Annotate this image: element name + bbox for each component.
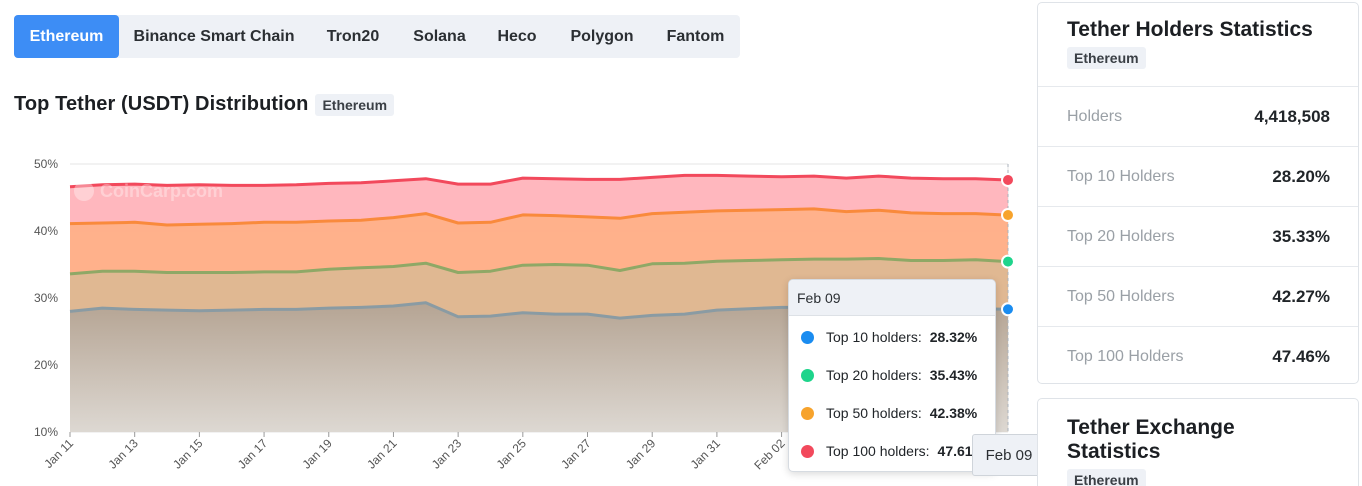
top50-dot-icon (801, 406, 814, 420)
x-tick-label: Jan 19 (300, 436, 336, 472)
tab-binance-smart-chain[interactable]: Binance Smart Chain (133, 27, 295, 45)
exchange-statistics-card: Tether Exchange Statistics Ethereum (1037, 398, 1359, 486)
x-tick-label: Jan 13 (105, 436, 141, 472)
stat-row-top50: Top 50 Holders 42.27% (1038, 267, 1358, 327)
tooltip-row-top100: Top 100 holders: 47.61% (801, 443, 985, 459)
stat-value: 35.33% (1272, 226, 1330, 246)
stat-label: Top 10 Holders (1067, 167, 1175, 185)
top10-dot-icon (801, 330, 814, 344)
tooltip-row-top50: Top 50 holders: 42.38% (801, 405, 977, 421)
stat-label: Holders (1067, 107, 1123, 125)
y-axis-ticks: 10% 20% 30% 40% 50% (34, 157, 58, 439)
tab-heco[interactable]: Heco (497, 27, 537, 45)
stat-row-top10: Top 10 Holders 28.20% (1038, 147, 1358, 207)
stat-row-holders: Holders 4,418,508 (1038, 87, 1358, 147)
tab-ethereum[interactable]: Ethereum (14, 15, 119, 58)
hover-dot-top-50-holders (1001, 208, 1015, 223)
chart-tooltip: Feb 09 Top 10 holders: 28.32% Top 20 hol… (788, 279, 996, 472)
x-axis-ticks: Jan 11 Jan 13 Jan 15 Jan 17 Jan 19 Jan 21 Jan … (41, 432, 788, 473)
tooltip-value: 35.43% (929, 367, 978, 383)
holders-card-header: Tether Holders Statistics Ethereum (1038, 3, 1358, 87)
exchange-card-header: Tether Exchange Statistics Ethereum (1038, 399, 1358, 486)
tab-solana[interactable]: Solana (413, 27, 466, 45)
x-tick-label: Jan 21 (364, 436, 400, 472)
page-title: Top Tether (USDT) Distribution (14, 93, 309, 115)
network-badge: Ethereum (315, 93, 395, 116)
hover-dot-top-10-holders (1001, 302, 1015, 317)
exchange-card-badge: Ethereum (1067, 469, 1146, 486)
tooltip-label: Top 50 holders: (826, 405, 922, 421)
x-tick-label: Jan 27 (558, 436, 594, 472)
y-tick-label: 30% (34, 291, 58, 305)
line-top-50-holders (69, 207, 1009, 227)
holders-card-title: Tether Holders Statistics (1067, 18, 1313, 41)
coincarp-logo-icon (74, 181, 94, 201)
stat-value: 47.46% (1272, 347, 1330, 366)
chain-tabs: Ethereum Binance Smart Chain Tron20 Sola… (14, 15, 740, 58)
exchange-card-title: Tether Exchange Statistics (1067, 416, 1235, 463)
holders-card-badge: Ethereum (1067, 47, 1146, 69)
x-tick-label: Jan 11 (41, 436, 76, 471)
stat-value: 28.20% (1272, 166, 1330, 186)
line-top-20-holders (69, 257, 1009, 276)
top20-dot-icon (801, 368, 814, 382)
y-tick-label: 10% (34, 425, 58, 439)
tooltip-label: Top 100 holders: (826, 443, 930, 459)
crosshair-date: Feb 09 (985, 446, 1033, 464)
tab-fantom[interactable]: Fantom (666, 27, 725, 45)
y-tick-label: 50% (34, 157, 58, 171)
chart-title-row: Top Tether (USDT) Distribution Ethereum (14, 93, 395, 116)
top100-dot-icon (801, 444, 814, 458)
stat-label: Top 50 Holders (1067, 287, 1175, 305)
x-tick-label: Jan 15 (170, 436, 206, 472)
tab-polygon[interactable]: Polygon (570, 27, 634, 45)
stat-row-top20: Top 20 Holders 35.33% (1038, 207, 1358, 267)
stat-value: 42.27% (1272, 286, 1330, 306)
watermark-text: CoinCarp.com (100, 181, 223, 201)
tooltip-label: Top 10 holders: (826, 329, 922, 345)
tooltip-date: Feb 09 (789, 280, 995, 316)
x-axis-crosshair-label: Feb 09 (972, 434, 1046, 476)
hover-dots (1001, 173, 1015, 317)
stat-label: Top 100 Holders (1067, 348, 1184, 365)
y-tick-label: 40% (34, 224, 58, 238)
tooltip-value: 28.32% (929, 329, 978, 345)
area-top-10-holders (70, 302, 1008, 432)
hover-dot-top-100-holders (1001, 173, 1015, 188)
line-top-100-holders (69, 173, 1009, 189)
tooltip-row-top20: Top 20 holders: 35.43% (801, 367, 977, 383)
x-tick-label: Jan 29 (623, 436, 659, 472)
x-tick-label: Feb 02 (751, 436, 788, 473)
distribution-area-chart[interactable]: CoinCarp.com 10%20%30%40%50% Jan 11 Jan 1… (0, 140, 1030, 486)
stat-label: Top 20 Holders (1067, 227, 1175, 245)
tooltip-value: 42.38% (929, 405, 978, 421)
x-tick-label: Jan 25 (494, 436, 530, 472)
x-tick-label: Jan 17 (235, 436, 271, 472)
holders-statistics-card: Tether Holders Statistics Ethereum Holde… (1037, 2, 1359, 384)
x-tick-label: Jan 31 (688, 436, 724, 472)
hover-dot-top-20-holders (1001, 254, 1015, 269)
watermark: CoinCarp.com (74, 181, 223, 201)
x-tick-label: Jan 23 (429, 436, 465, 472)
tab-tron20[interactable]: Tron20 (326, 27, 380, 45)
tooltip-label: Top 20 holders: (826, 367, 922, 383)
chart-areas (70, 175, 1008, 432)
tooltip-row-top10: Top 10 holders: 28.32% (801, 329, 977, 345)
stat-value: 4,418,508 (1254, 106, 1330, 126)
y-tick-label: 20% (34, 358, 58, 372)
stat-row-top100: Top 100 Holders 47.46% (1038, 327, 1358, 387)
